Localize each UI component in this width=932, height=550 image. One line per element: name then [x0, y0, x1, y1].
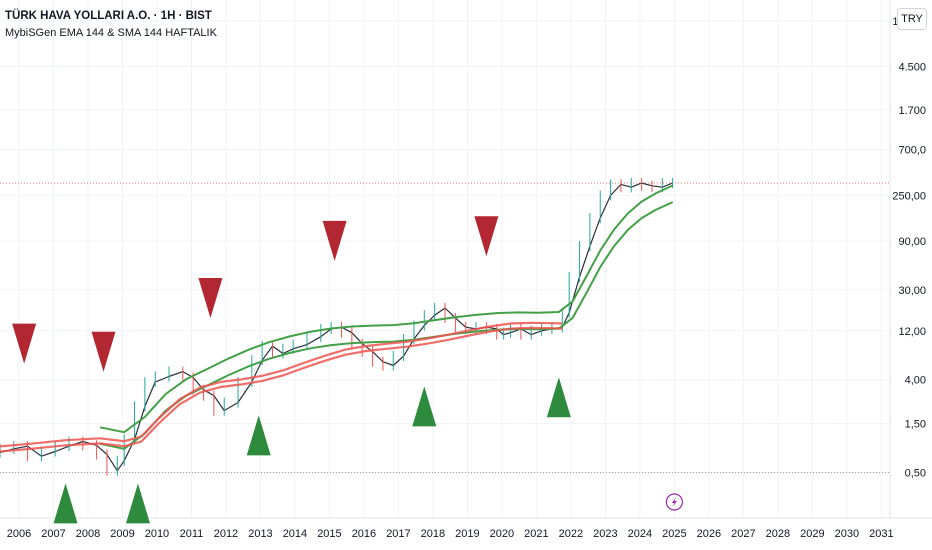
buy-signal-marker — [246, 415, 271, 456]
signal-markers — [12, 216, 571, 524]
x-tick-label: 2028 — [766, 528, 790, 540]
x-tick-label: 2017 — [386, 528, 410, 540]
x-tick-label: 2009 — [110, 528, 134, 540]
x-tick-label: 2027 — [731, 528, 755, 540]
x-tick-label: 2016 — [352, 528, 376, 540]
x-tick-label: 2014 — [283, 528, 307, 540]
y-tick-label: 250,00 — [892, 190, 926, 202]
y-tick-label: 12,00 — [898, 326, 926, 338]
x-tick-label: 2006 — [7, 528, 31, 540]
y-tick-label: 1,50 — [905, 418, 926, 430]
x-tick-label: 2020 — [490, 528, 514, 540]
x-tick-label: 2021 — [524, 528, 548, 540]
x-tick-label: 2015 — [317, 528, 341, 540]
series-layer — [0, 177, 674, 476]
currency-button[interactable]: TRY — [897, 8, 927, 30]
x-tick-label: 2025 — [662, 528, 686, 540]
y-tick-label: 700,0 — [898, 144, 926, 156]
x-tick-label: 2013 — [248, 528, 272, 540]
flash-icon-layer — [665, 493, 683, 511]
ma-red-line-2 — [0, 321, 563, 448]
y-tick-label: 1.700 — [898, 105, 926, 117]
x-tick-label: 2011 — [180, 528, 204, 540]
x-tick-label: 2022 — [559, 528, 583, 540]
x-tick-label: 2010 — [145, 528, 169, 540]
x-tick-label: 2018 — [421, 528, 445, 540]
sell-signal-marker — [91, 331, 116, 372]
buy-signal-marker — [412, 386, 437, 427]
x-tick-label: 2012 — [214, 528, 238, 540]
sell-signal-marker — [474, 216, 499, 257]
buy-signal-marker — [53, 483, 78, 524]
y-tick-label: 30,00 — [898, 285, 926, 297]
y-tick-label: 4,00 — [905, 375, 926, 387]
reference-lines — [0, 182, 890, 473]
x-tick-label: 2031 — [869, 528, 893, 540]
x-tick-label: 2029 — [800, 528, 824, 540]
x-tick-label: 2024 — [628, 528, 652, 540]
x-tick-label: 2008 — [76, 528, 100, 540]
flash-icon-glyph — [671, 497, 677, 507]
y-tick-label: 0,50 — [905, 467, 926, 479]
chart-grid — [0, 0, 932, 519]
sell-signal-marker — [12, 323, 37, 364]
price-axis[interactable]: 12.5004.5001.700700,0250,0090,0030,0012,… — [892, 16, 926, 479]
buy-signal-marker — [125, 483, 150, 524]
buy-signal-marker — [546, 377, 571, 418]
x-tick-label: 2030 — [835, 528, 859, 540]
time-axis[interactable]: 2006 2007 2008 2009 2010 2011 2012 2013 2014 2015… — [7, 528, 894, 540]
ma-red-line — [0, 326, 563, 453]
ema-line — [99, 184, 674, 434]
y-tick-label: 90,00 — [898, 236, 926, 248]
x-tick-label: 2007 — [41, 528, 65, 540]
x-tick-label: 2023 — [593, 528, 617, 540]
sell-signal-marker — [322, 220, 347, 261]
sell-signal-marker — [198, 278, 223, 319]
y-tick-label: 4.500 — [898, 62, 926, 74]
x-tick-label: 2019 — [455, 528, 479, 540]
x-tick-label: 2026 — [697, 528, 721, 540]
